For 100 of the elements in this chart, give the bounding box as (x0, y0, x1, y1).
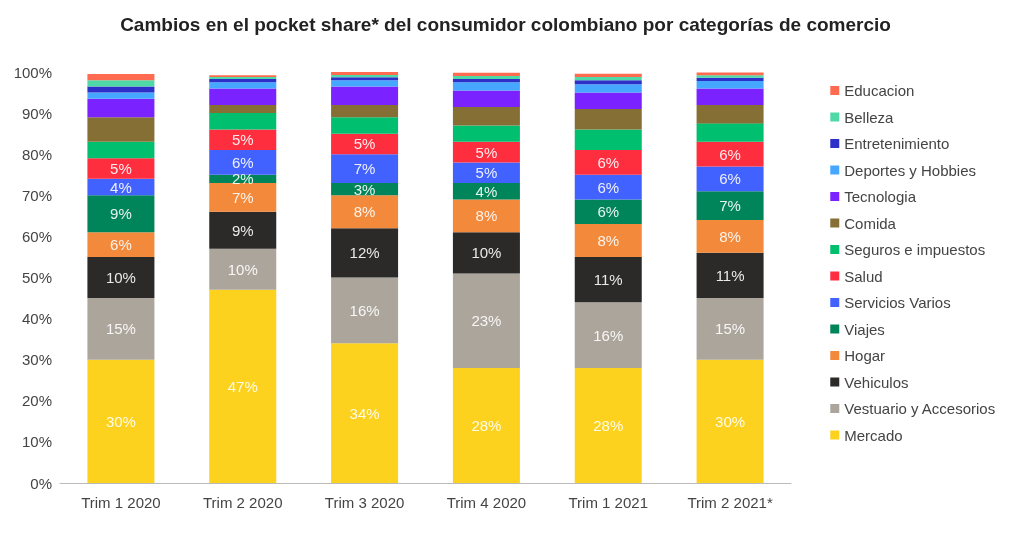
data-label: 10% (105, 269, 136, 286)
bar (87, 359, 155, 483)
y-tick-label: 60% (21, 227, 52, 245)
data-label: 6% (597, 153, 620, 171)
bar (452, 82, 520, 91)
legend-label: Tecnologia (844, 188, 917, 205)
bar (574, 108, 642, 130)
bar (87, 98, 155, 118)
bar (452, 273, 520, 368)
data-label: 16% (349, 301, 380, 319)
bar (87, 158, 155, 179)
bar (452, 106, 520, 126)
y-tick-label: 10% (21, 433, 52, 451)
bar (209, 182, 277, 212)
bar (87, 195, 155, 233)
bar (87, 92, 155, 99)
data-label: 6% (597, 203, 620, 221)
bar (696, 141, 764, 167)
bar (209, 82, 277, 89)
data-label: 9% (231, 221, 254, 239)
bar (574, 80, 642, 85)
bar (331, 195, 399, 229)
y-tick-label: 20% (21, 392, 52, 410)
data-label: 4% (475, 182, 498, 200)
bar (696, 123, 764, 142)
bar (331, 117, 399, 134)
bar (87, 298, 155, 360)
bar (574, 150, 642, 175)
x-tick-label: Trim 2 2021* (687, 494, 773, 511)
bar (452, 367, 520, 483)
bar (696, 77, 764, 82)
data-label: 6% (597, 178, 620, 196)
bar (696, 191, 764, 220)
data-label: 9% (110, 205, 132, 223)
x-tick-label: Trim 1 2021 (568, 494, 648, 511)
y-tick-label: 90% (21, 104, 52, 122)
bar (87, 232, 155, 257)
bar (452, 162, 520, 183)
data-label: 23% (471, 312, 502, 330)
bar (331, 277, 399, 344)
x-tick-label: Trim 1 2020 (81, 494, 161, 511)
y-tick-label: 50% (21, 269, 52, 286)
data-label: 5% (353, 135, 376, 153)
bar (87, 256, 155, 299)
legend-label: Salud (844, 267, 883, 285)
bar (574, 256, 642, 303)
bar (574, 302, 642, 368)
data-label: 5% (475, 164, 498, 182)
bar (209, 248, 277, 290)
y-tick-label: 100% (13, 63, 52, 81)
bar (209, 88, 277, 105)
data-label: 5% (231, 131, 254, 149)
data-label: 11% (715, 266, 745, 284)
bar (87, 117, 155, 142)
chart-title: Cambios en el pocket share* del consumidor colombiano por categorías de comercio (120, 14, 891, 35)
bar (696, 219, 764, 253)
data-label: 3% (353, 180, 376, 198)
legend-label: Seguros e impuestos (844, 241, 986, 258)
x-tick-label: Trim 4 2020 (446, 494, 527, 511)
x-tick-label: Trim 3 2020 (324, 494, 405, 511)
data-label: 15% (105, 320, 136, 338)
data-label: 12% (349, 244, 380, 262)
bar (574, 199, 642, 225)
data-label: 30% (715, 412, 746, 430)
bar (574, 224, 642, 257)
legend-label: Mercado (844, 426, 903, 444)
bar (331, 154, 399, 183)
data-label: 28% (593, 416, 624, 434)
data-label: 6% (110, 236, 132, 254)
bar (452, 232, 520, 274)
bar (87, 141, 155, 159)
y-tick-label: 70% (21, 186, 52, 204)
data-label: 8% (353, 203, 376, 221)
legend-label: Servicios Varios (844, 294, 951, 311)
legend-label: Comida (844, 214, 897, 232)
legend-label: Educacion (844, 82, 915, 99)
bar (87, 74, 155, 81)
data-label: 5% (110, 160, 132, 178)
bar (209, 289, 277, 483)
bar (331, 104, 399, 118)
bar (331, 80, 399, 87)
legend-label: Viajes (844, 320, 885, 338)
bar (696, 88, 764, 105)
bar (452, 90, 520, 107)
bar (209, 78, 277, 83)
bar (209, 104, 277, 114)
data-label: 5% (475, 143, 498, 161)
bar (452, 199, 520, 233)
y-tick-label: 30% (21, 351, 52, 369)
bar (87, 86, 155, 93)
bar (209, 211, 277, 249)
bar (452, 72, 520, 77)
bar (331, 86, 399, 105)
data-label: 11% (593, 271, 623, 289)
bar (696, 252, 764, 299)
bar (574, 73, 642, 77)
data-label: 7% (719, 197, 741, 215)
data-label: 28% (471, 416, 502, 434)
bar (452, 78, 520, 83)
legend-label: Vestuario y Accesorios (844, 400, 996, 417)
